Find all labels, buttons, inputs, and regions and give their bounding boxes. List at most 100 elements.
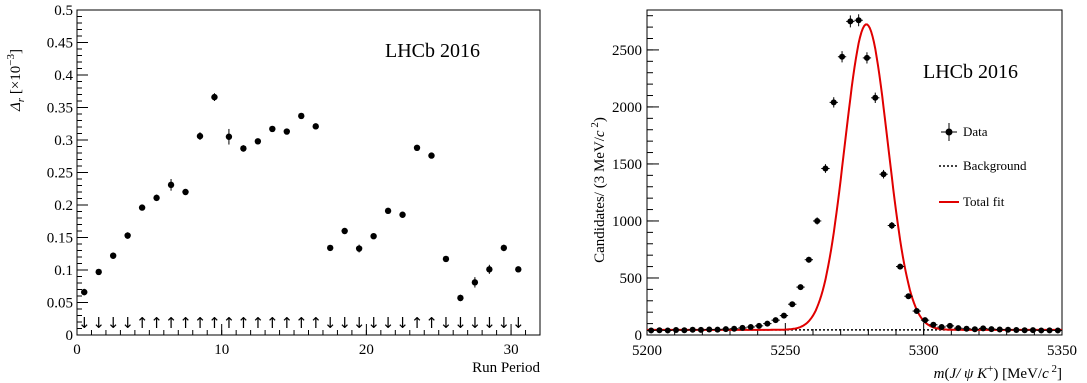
left-data-point xyxy=(341,227,348,235)
left-y-tick-label: 0.05 xyxy=(47,296,73,312)
left-data-point xyxy=(355,245,363,252)
polarity-arrow: ↓ xyxy=(121,314,134,332)
left-polarity-arrows: ↓ ↓ ↓ ↓ ↑ ↑ ↑ ↑ ↑ ↑ ↑ ↑ ↑ ↑ ↑ ↑ ↑ ↓ ↓ ↓ ↓ ↓ ↓ ↑ ↑ ↓ ↓ ↓ ↓ ↓ ↓ xyxy=(78,314,525,332)
left-y-tick-label: 0.2 xyxy=(54,198,73,214)
left-data-point xyxy=(254,138,262,145)
right-data-point xyxy=(772,317,779,324)
left-data-point xyxy=(138,204,146,211)
right-data-point xyxy=(681,327,688,334)
left-data-point xyxy=(327,244,334,252)
polarity-arrow: ↑ xyxy=(411,314,424,332)
right-data-point xyxy=(913,308,920,315)
right-data-point xyxy=(963,325,970,332)
ylabel-sub: r xyxy=(15,97,27,102)
left-x-tick-label: 20 xyxy=(359,342,374,358)
polarity-arrow: ↑ xyxy=(208,314,221,332)
right-data-point xyxy=(839,53,846,60)
polarity-arrow: ↑ xyxy=(223,314,236,332)
left-data-point xyxy=(225,133,233,140)
right-data-point xyxy=(1054,327,1061,334)
polarity-arrow: ↓ xyxy=(107,314,120,332)
left-data-point xyxy=(240,145,247,152)
right-lhcb-label: LHCb 2016 xyxy=(923,61,1018,83)
right-y-tick-label: 2000 xyxy=(612,100,642,116)
right-data-point xyxy=(648,327,655,334)
left-y-tick-label: 0.3 xyxy=(54,133,73,149)
right-data-point xyxy=(822,165,829,172)
xlabel-unit: ) [MeV/ xyxy=(993,366,1043,382)
legend-entry-data: Data xyxy=(941,123,988,141)
left-x-tick-label: 0 xyxy=(73,342,81,358)
right-data-points xyxy=(647,14,1062,334)
polarity-arrow: ↓ xyxy=(498,314,511,332)
right-data-point xyxy=(955,325,962,332)
right-data-point xyxy=(1013,326,1020,333)
right-data-point xyxy=(930,321,937,328)
ylabel-c: c xyxy=(592,130,608,137)
left-data-point xyxy=(413,144,421,151)
left-y-tick-label: 0.4 xyxy=(54,68,73,84)
right-data-point xyxy=(897,263,904,270)
polarity-arrow: ↑ xyxy=(281,314,294,332)
right-data-point xyxy=(996,326,1003,333)
left-data-point xyxy=(471,279,479,286)
left-data-point xyxy=(109,252,117,259)
left-y-tick-label: 0.1 xyxy=(54,263,73,279)
polarity-arrow: ↓ xyxy=(454,314,467,332)
right-data-point xyxy=(780,312,787,319)
left-x-axis: 0 10 20 30 xyxy=(73,324,541,358)
right-plot-frame xyxy=(646,9,1063,336)
polarity-arrow: ↑ xyxy=(309,314,322,332)
legend-data-marker xyxy=(945,128,953,136)
polarity-arrow: ↑ xyxy=(237,314,250,332)
xlabel-sq: 2 xyxy=(1049,363,1057,375)
xlabel-c: c xyxy=(1042,366,1049,382)
right-data-point xyxy=(922,317,929,324)
right-data-point xyxy=(946,322,953,329)
right-data-point xyxy=(656,327,663,334)
polarity-arrow: ↑ xyxy=(136,314,149,332)
polarity-arrow: ↓ xyxy=(92,314,105,332)
right-data-point xyxy=(830,99,837,106)
ylabel-sq: 2 xyxy=(589,122,601,130)
right-y-axis: 0 500 1000 1500 2000 2500 xyxy=(612,15,659,344)
xlabel-plus: + xyxy=(987,363,993,375)
right-y-tick-label: 1500 xyxy=(612,157,642,173)
right-data-point xyxy=(872,94,879,101)
right-x-axis-title: m(J/ ψ K+) [MeV/c 2] xyxy=(934,363,1062,382)
right-data-point xyxy=(706,326,713,333)
left-y-tick-label: 0.45 xyxy=(47,36,73,52)
legend-total-fit-label: Total fit xyxy=(963,194,1005,209)
polarity-arrow: ↓ xyxy=(324,314,337,332)
right-y-tick-label: 0 xyxy=(635,328,643,344)
right-data-point xyxy=(1021,327,1028,334)
right-data-point xyxy=(797,284,804,291)
polarity-arrow: ↓ xyxy=(338,314,351,332)
right-data-point xyxy=(1038,327,1045,334)
right-y-tick-label: 2500 xyxy=(612,43,642,59)
left-data-point xyxy=(283,128,290,135)
right-data-point xyxy=(888,222,895,229)
left-data-point xyxy=(442,255,450,263)
right-x-tick-label: 5350 xyxy=(1047,343,1077,359)
right-data-point xyxy=(847,18,854,25)
polarity-arrow: ↓ xyxy=(367,314,380,332)
polarity-arrow: ↑ xyxy=(295,314,308,332)
right-data-point xyxy=(905,293,912,300)
right-panel: 0 500 1000 1500 2000 2500 5200 5250 5300 5350 LH… xyxy=(589,9,1077,382)
left-y-tick-label: 0 xyxy=(66,328,74,344)
left-data-point xyxy=(95,268,102,276)
left-data-point xyxy=(81,288,88,296)
left-data-point xyxy=(399,211,406,218)
right-data-point xyxy=(764,320,771,327)
left-data-point xyxy=(182,188,189,196)
polarity-arrow: ↓ xyxy=(396,314,409,332)
ylabel-delta: Δ xyxy=(8,102,24,112)
polarity-arrow: ↑ xyxy=(425,314,438,332)
right-data-point xyxy=(722,326,729,333)
polarity-arrow: ↑ xyxy=(165,314,178,332)
left-y-axis-title: Δr [×10−3] xyxy=(5,49,27,112)
polarity-arrow: ↓ xyxy=(512,314,525,332)
left-data-point xyxy=(298,112,305,120)
right-data-point xyxy=(756,322,763,329)
